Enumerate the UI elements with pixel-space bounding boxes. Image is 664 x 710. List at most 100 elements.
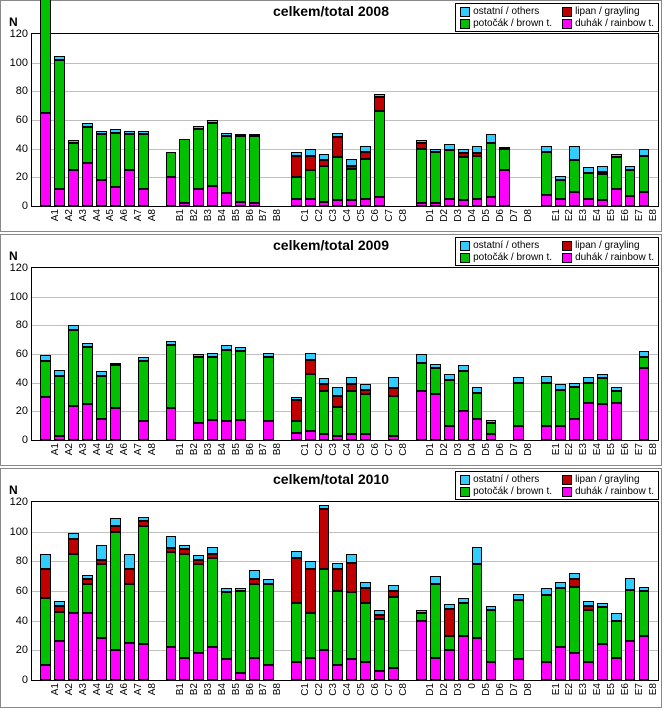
bar-C7 bbox=[374, 268, 385, 440]
legend-swatch-potocak bbox=[460, 253, 470, 263]
bar-D8 bbox=[513, 268, 524, 440]
bar-seg-duhak bbox=[486, 197, 497, 206]
bar-E2 bbox=[555, 34, 566, 206]
bar-E7 bbox=[625, 268, 636, 440]
bar-seg-duhak bbox=[486, 434, 497, 440]
bar-A8 bbox=[138, 34, 149, 206]
bar-seg-ostatni bbox=[388, 377, 399, 388]
bar-seg-duhak bbox=[96, 419, 107, 441]
bar-C6 bbox=[360, 34, 371, 206]
bar-E6 bbox=[611, 268, 622, 440]
xtick-label: D7 bbox=[509, 443, 520, 456]
bar-seg-ostatni bbox=[166, 536, 177, 548]
xtick-label: C5 bbox=[356, 683, 367, 696]
bar-C4 bbox=[332, 502, 343, 680]
ytick-label: 20 bbox=[16, 405, 28, 417]
bar-seg-ostatni bbox=[193, 555, 204, 559]
bar-E2 bbox=[555, 502, 566, 680]
xtick-label: C1 bbox=[300, 443, 311, 456]
xtick-label: D5 bbox=[481, 683, 492, 696]
bar-seg-ostatni bbox=[291, 152, 302, 156]
bar-seg-ostatni bbox=[249, 134, 260, 136]
bar-A1 bbox=[40, 34, 51, 206]
bar-seg-potocak bbox=[346, 592, 357, 659]
bar-C7 bbox=[374, 34, 385, 206]
bar-seg-ostatni bbox=[110, 363, 121, 366]
xtick-label: A1 bbox=[50, 209, 61, 221]
bar-D1 bbox=[416, 268, 427, 440]
bar-C5 bbox=[346, 268, 357, 440]
xtick-label: A5 bbox=[105, 683, 116, 695]
ytick-label: 100 bbox=[10, 57, 28, 69]
bar-seg-ostatni bbox=[458, 149, 469, 153]
bar-D5 bbox=[472, 34, 483, 206]
xtick-label: B8 bbox=[272, 443, 283, 455]
bar-seg-lipan bbox=[138, 521, 149, 525]
bar-C4 bbox=[332, 268, 343, 440]
legend-swatch-potocak bbox=[460, 19, 470, 29]
bar-seg-lipan bbox=[346, 563, 357, 593]
xtick-label: D2 bbox=[439, 683, 450, 696]
bar-D4 bbox=[458, 268, 469, 440]
xtick-label: D7 bbox=[509, 683, 520, 696]
bar-seg-lipan bbox=[291, 558, 302, 603]
bar-seg-potocak bbox=[569, 160, 580, 192]
xtick-label: A2 bbox=[64, 209, 75, 221]
bar-seg-duhak bbox=[611, 189, 622, 206]
bar-seg-duhak bbox=[54, 189, 65, 206]
bar-seg-ostatni bbox=[221, 133, 232, 136]
bar-seg-potocak bbox=[625, 590, 636, 642]
bar-E2 bbox=[555, 268, 566, 440]
bar-seg-lipan bbox=[374, 615, 385, 619]
bar-C6 bbox=[360, 502, 371, 680]
bar-seg-potocak bbox=[110, 365, 121, 408]
bar-B3 bbox=[193, 502, 204, 680]
bar-seg-duhak bbox=[332, 200, 343, 206]
bar-A8 bbox=[138, 502, 149, 680]
bar-seg-ostatni bbox=[263, 579, 274, 583]
bar-seg-potocak bbox=[193, 129, 204, 189]
xtick-label: A7 bbox=[133, 209, 144, 221]
bar-seg-ostatni bbox=[110, 518, 121, 525]
charts-root: 020406080100120A1A2A3A4A5A6A7A8B1B2B3B4B… bbox=[0, 0, 664, 708]
xtick-label: E1 bbox=[551, 443, 562, 455]
bar-seg-duhak bbox=[263, 421, 274, 440]
xtick-label: C5 bbox=[356, 443, 367, 456]
bar-seg-duhak bbox=[597, 200, 608, 206]
bar-seg-ostatni bbox=[332, 563, 343, 569]
bar-seg-duhak bbox=[541, 662, 552, 680]
bar-seg-duhak bbox=[96, 638, 107, 680]
bar-seg-duhak bbox=[193, 189, 204, 206]
bar-seg-ostatni bbox=[597, 166, 608, 172]
bar-E4 bbox=[583, 268, 594, 440]
bar-seg-potocak bbox=[458, 603, 469, 636]
bar-seg-ostatni bbox=[82, 343, 93, 347]
bar-seg-potocak bbox=[68, 554, 79, 613]
chart-title: celkem/total 2010 bbox=[273, 471, 389, 487]
bar-seg-duhak bbox=[430, 203, 441, 206]
bar-C1 bbox=[291, 34, 302, 206]
bar-seg-lipan bbox=[472, 153, 483, 156]
bar-seg-duhak bbox=[472, 638, 483, 680]
bar-seg-ostatni bbox=[96, 545, 107, 560]
bar-seg-ostatni bbox=[541, 588, 552, 595]
bar-seg-potocak bbox=[611, 157, 622, 189]
bar-seg-potocak bbox=[332, 591, 343, 665]
bar-seg-ostatni bbox=[291, 551, 302, 558]
bar-seg-potocak bbox=[291, 603, 302, 662]
bar-seg-potocak bbox=[40, 361, 51, 397]
y-axis-label: N bbox=[9, 15, 18, 29]
bar-seg-ostatni bbox=[611, 613, 622, 620]
xtick-label: C4 bbox=[342, 683, 353, 696]
ytick-label: 40 bbox=[16, 615, 28, 627]
bar-seg-potocak bbox=[319, 166, 330, 202]
bar-seg-potocak bbox=[555, 180, 566, 199]
bar-C1 bbox=[291, 502, 302, 680]
bar-seg-ostatni bbox=[569, 573, 580, 579]
bar-seg-potocak bbox=[124, 584, 135, 643]
bar-seg-duhak bbox=[319, 650, 330, 680]
bar-seg-potocak bbox=[486, 143, 497, 197]
bar-seg-potocak bbox=[555, 390, 566, 426]
bar-seg-duhak bbox=[541, 426, 552, 440]
bar-seg-ostatni bbox=[416, 354, 427, 363]
